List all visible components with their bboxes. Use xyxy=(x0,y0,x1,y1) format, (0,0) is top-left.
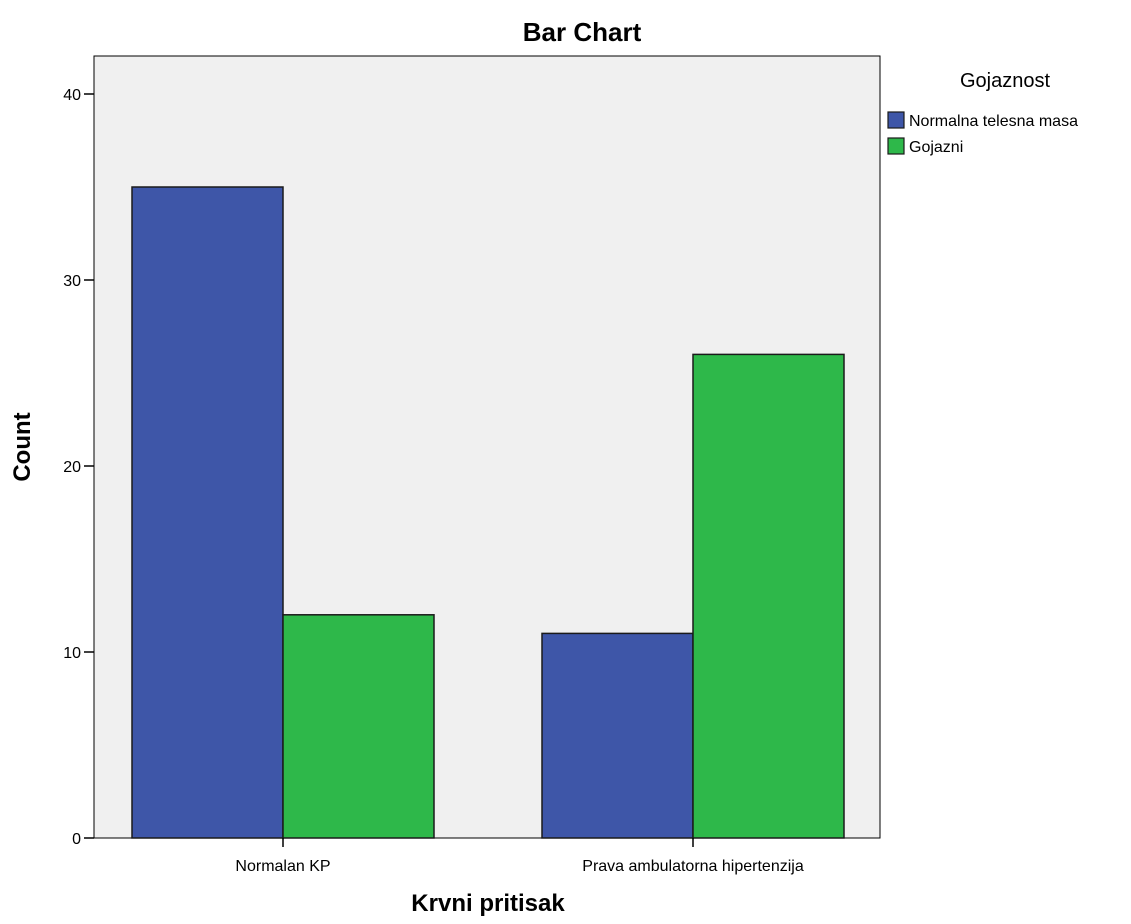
legend-label-gojazni: Gojazni xyxy=(909,139,963,156)
bar-gojazni-2 xyxy=(692,353,845,839)
x-axis-ticks: Normalan KP Prava ambulatorna hipertenzij… xyxy=(235,838,804,875)
x-tick-label: Prava ambulatorna hipertenzija xyxy=(582,858,804,875)
bar-gojazni-1 xyxy=(282,614,435,839)
bar-normalna-telesna-masa-2 xyxy=(541,632,694,839)
bar-normalna-telesna-masa-1 xyxy=(131,186,284,839)
y-tick-label: 20 xyxy=(63,459,81,476)
x-tick-label: Normalan KP xyxy=(235,858,330,875)
legend-label-normalna-telesna-masa: Normalna telesna masa xyxy=(909,113,1078,130)
legend-title: Gojaznost xyxy=(960,70,1050,92)
legend-items: Normalna telesna masa Gojazni xyxy=(887,111,1078,156)
y-tick-label: 0 xyxy=(72,831,81,848)
x-axis-title: Krvni pritisak xyxy=(411,890,565,917)
chart-title: Bar Chart xyxy=(523,17,642,47)
legend-swatch-normalna-telesna-masa xyxy=(887,111,905,129)
y-tick-label: 10 xyxy=(63,645,81,662)
legend: Gojaznost Normalna telesna masa Gojazni xyxy=(887,70,1078,156)
y-tick-label: 40 xyxy=(63,87,81,104)
y-axis-title: Count xyxy=(9,412,36,481)
bars-group xyxy=(131,186,845,839)
legend-swatch-gojazni xyxy=(887,137,905,155)
y-axis-ticks: 0 10 20 30 40 xyxy=(63,87,94,848)
y-tick-label: 30 xyxy=(63,273,81,290)
